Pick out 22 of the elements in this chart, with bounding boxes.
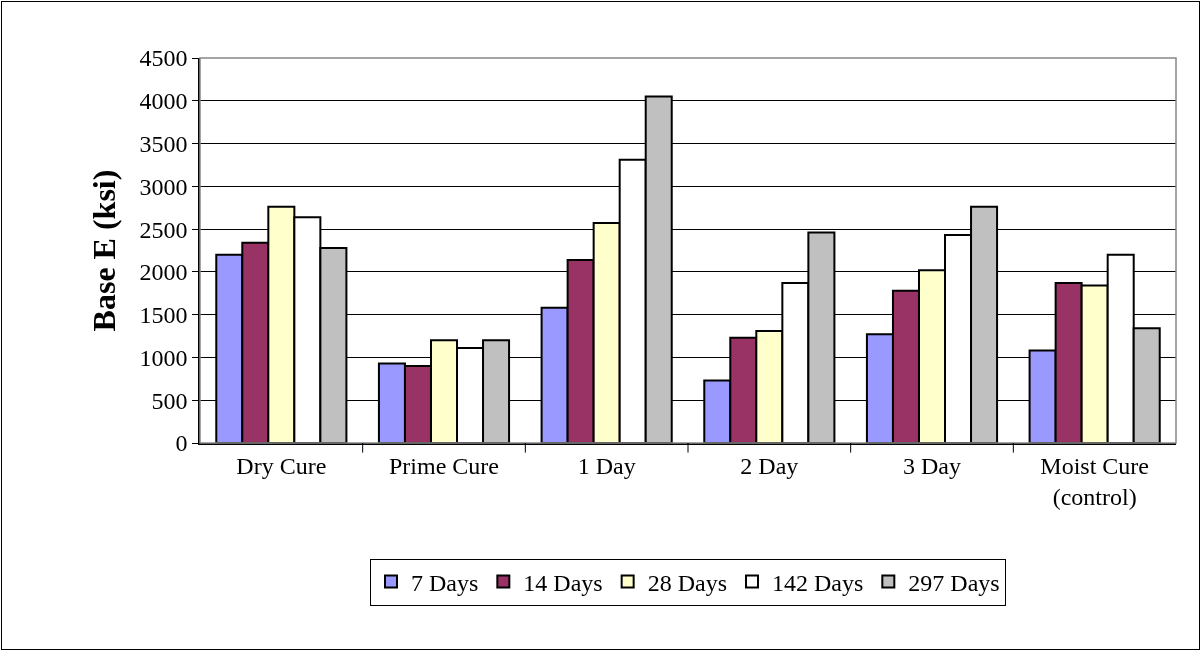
x-tick-label: Dry Cure <box>236 452 327 479</box>
y-tick-label: 500 <box>151 387 188 414</box>
legend-label: 142 Days <box>771 569 864 596</box>
x-tick-label: 1 Day <box>577 452 636 479</box>
y-axis-title: Base E (ksi) <box>86 169 123 332</box>
y-tick-label: 4500 <box>139 45 188 72</box>
x-tick-label: Prime Cure <box>389 452 499 479</box>
y-tick-label: 1500 <box>139 302 188 329</box>
y-tick-label: 2500 <box>139 216 188 243</box>
legend-label: 297 Days <box>908 569 1000 596</box>
y-tick-label: 4000 <box>139 88 188 115</box>
y-tick-label: 3500 <box>139 130 188 157</box>
legend-label: 28 Days <box>647 569 727 596</box>
y-tick-label: 0 <box>175 430 188 457</box>
legend-label: 7 Days <box>411 569 479 596</box>
x-tick-label: 2 Day <box>740 452 799 479</box>
y-tick-label: 3000 <box>139 173 188 200</box>
y-tick-label: 2000 <box>139 259 188 286</box>
x-tick-label: Moist Cure (control) <box>1040 452 1150 510</box>
x-tick-label: 3 Day <box>903 452 961 479</box>
legend-label: 14 Days <box>523 569 603 596</box>
y-tick-label: 1000 <box>139 344 188 371</box>
